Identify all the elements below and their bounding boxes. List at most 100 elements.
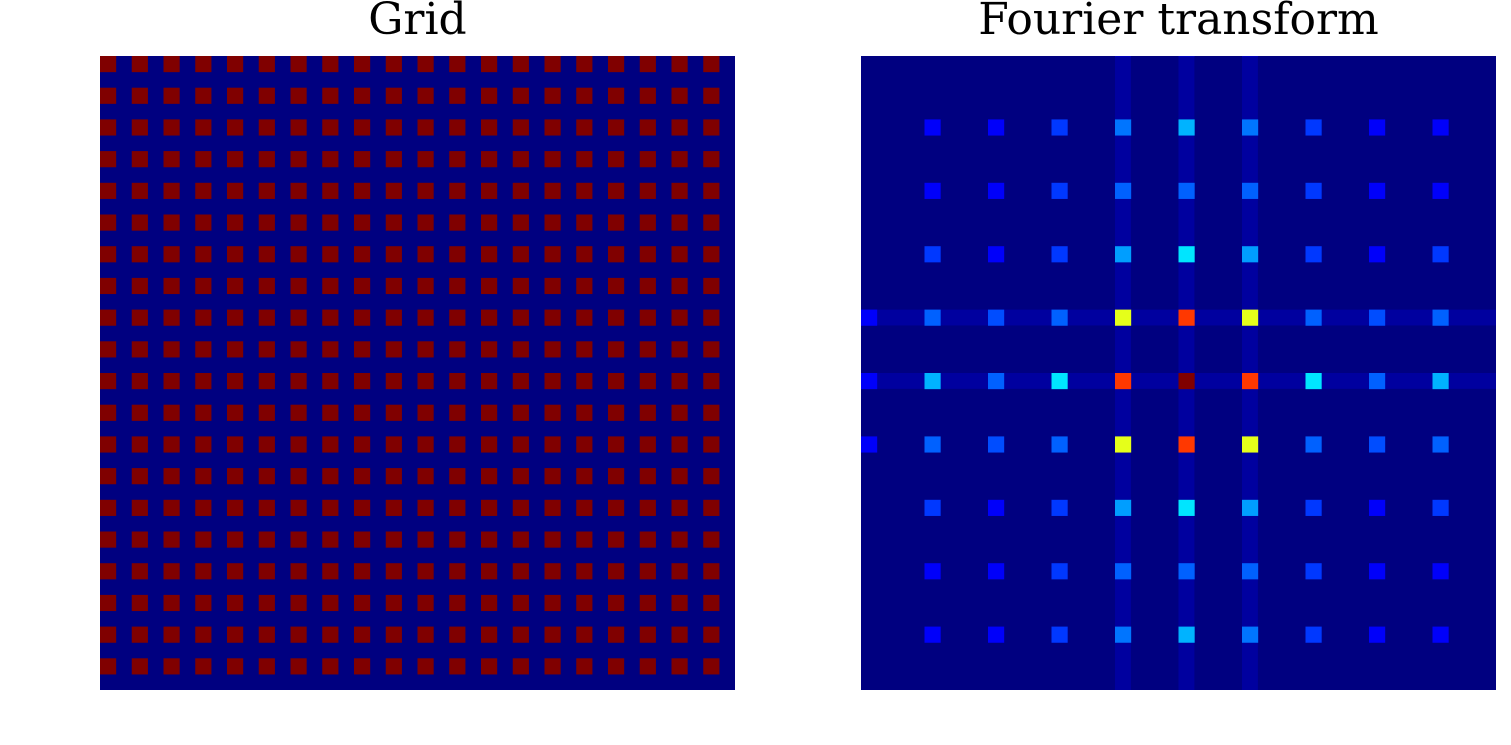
grid-cell	[417, 468, 434, 485]
grid-cell	[258, 658, 275, 675]
grid-cell	[481, 594, 498, 612]
grid-cell	[354, 309, 371, 326]
grid-cell	[449, 309, 466, 326]
grid-cell	[544, 531, 561, 548]
fourier-peak	[988, 373, 1005, 390]
grid-cell	[481, 87, 498, 104]
fourier-peak	[861, 309, 878, 326]
grid-cell	[639, 56, 656, 73]
fourier-peak	[988, 563, 1005, 580]
grid-cell	[227, 499, 244, 516]
fourier-peak	[1305, 626, 1322, 643]
grid-cell	[354, 626, 371, 643]
grid-cell	[481, 563, 498, 580]
grid-cell	[449, 373, 466, 390]
grid-cell	[512, 563, 529, 580]
grid-cell	[576, 468, 593, 485]
grid-cell	[417, 151, 434, 168]
grid-cell	[481, 214, 498, 231]
grid-cell	[258, 563, 275, 580]
grid-cell	[449, 468, 466, 485]
grid-cell	[417, 182, 434, 199]
fourier-peak	[1369, 373, 1386, 390]
fourier-peak	[1305, 182, 1322, 199]
grid-cell	[671, 626, 688, 643]
grid-cell	[227, 214, 244, 231]
fourier-peak	[1051, 499, 1068, 516]
grid-cell	[703, 151, 720, 168]
grid-cell	[195, 531, 212, 548]
grid-cell	[703, 563, 720, 580]
fourier-peak	[1051, 182, 1068, 199]
grid-cell	[576, 373, 593, 390]
grid-cell	[354, 404, 371, 421]
fourier-peak	[924, 246, 941, 263]
grid-cell	[290, 151, 307, 168]
grid-cell	[608, 119, 625, 136]
grid-cell	[322, 56, 339, 73]
grid-cell	[290, 246, 307, 263]
grid-cell	[322, 246, 339, 263]
grid-cell	[131, 277, 148, 295]
grid-cell	[449, 531, 466, 548]
grid-cell	[671, 373, 688, 390]
grid-cell	[227, 246, 244, 263]
grid-cell	[100, 277, 117, 295]
grid-cell	[512, 499, 529, 516]
grid-cell	[195, 499, 212, 516]
grid-cell	[576, 658, 593, 675]
fourier-peak	[1432, 499, 1449, 516]
grid-cell	[322, 214, 339, 231]
grid-cell	[354, 594, 371, 612]
grid-cell	[258, 341, 275, 358]
grid-cell	[576, 119, 593, 136]
fourier-peak	[1305, 309, 1322, 326]
fourier-peak	[1051, 309, 1068, 326]
grid-cell	[544, 151, 561, 168]
grid-cell	[290, 309, 307, 326]
grid-cell	[639, 563, 656, 580]
fourier-peak	[1305, 119, 1322, 136]
grid-cell	[100, 182, 117, 199]
fourier-peak	[1242, 563, 1259, 580]
grid-cell	[195, 468, 212, 485]
fourier-peak	[1369, 309, 1386, 326]
grid-cell	[385, 309, 402, 326]
grid-cell	[385, 56, 402, 73]
grid-cell	[322, 499, 339, 516]
grid-cell	[703, 309, 720, 326]
grid-cell	[481, 658, 498, 675]
grid-cell	[703, 373, 720, 390]
grid-cell	[608, 404, 625, 421]
grid-cell	[544, 436, 561, 453]
fourier-peak	[1432, 436, 1449, 453]
grid-cell	[258, 246, 275, 263]
grid-cell	[290, 214, 307, 231]
grid-cell	[131, 563, 148, 580]
grid-cell	[703, 341, 720, 358]
fourier-peak	[1178, 309, 1195, 326]
grid-cell	[417, 531, 434, 548]
grid-cell	[512, 87, 529, 104]
grid-cell	[385, 594, 402, 612]
grid-cell	[417, 214, 434, 231]
grid-cell	[512, 404, 529, 421]
grid-cell	[131, 531, 148, 548]
grid-cell	[290, 373, 307, 390]
grid-cell	[608, 563, 625, 580]
grid-cell	[576, 309, 593, 326]
fourier-peak	[924, 626, 941, 643]
grid-cell	[512, 246, 529, 263]
grid-cell	[671, 404, 688, 421]
grid-cell	[131, 119, 148, 136]
grid-cell	[608, 56, 625, 73]
grid-cell	[290, 468, 307, 485]
fourier-peak	[988, 499, 1005, 516]
grid-cell	[481, 531, 498, 548]
grid-cell	[322, 658, 339, 675]
grid-cell	[195, 119, 212, 136]
grid-cell	[608, 182, 625, 199]
grid-cell	[195, 626, 212, 643]
grid-cell	[639, 436, 656, 453]
fourier-peak	[1369, 182, 1386, 199]
